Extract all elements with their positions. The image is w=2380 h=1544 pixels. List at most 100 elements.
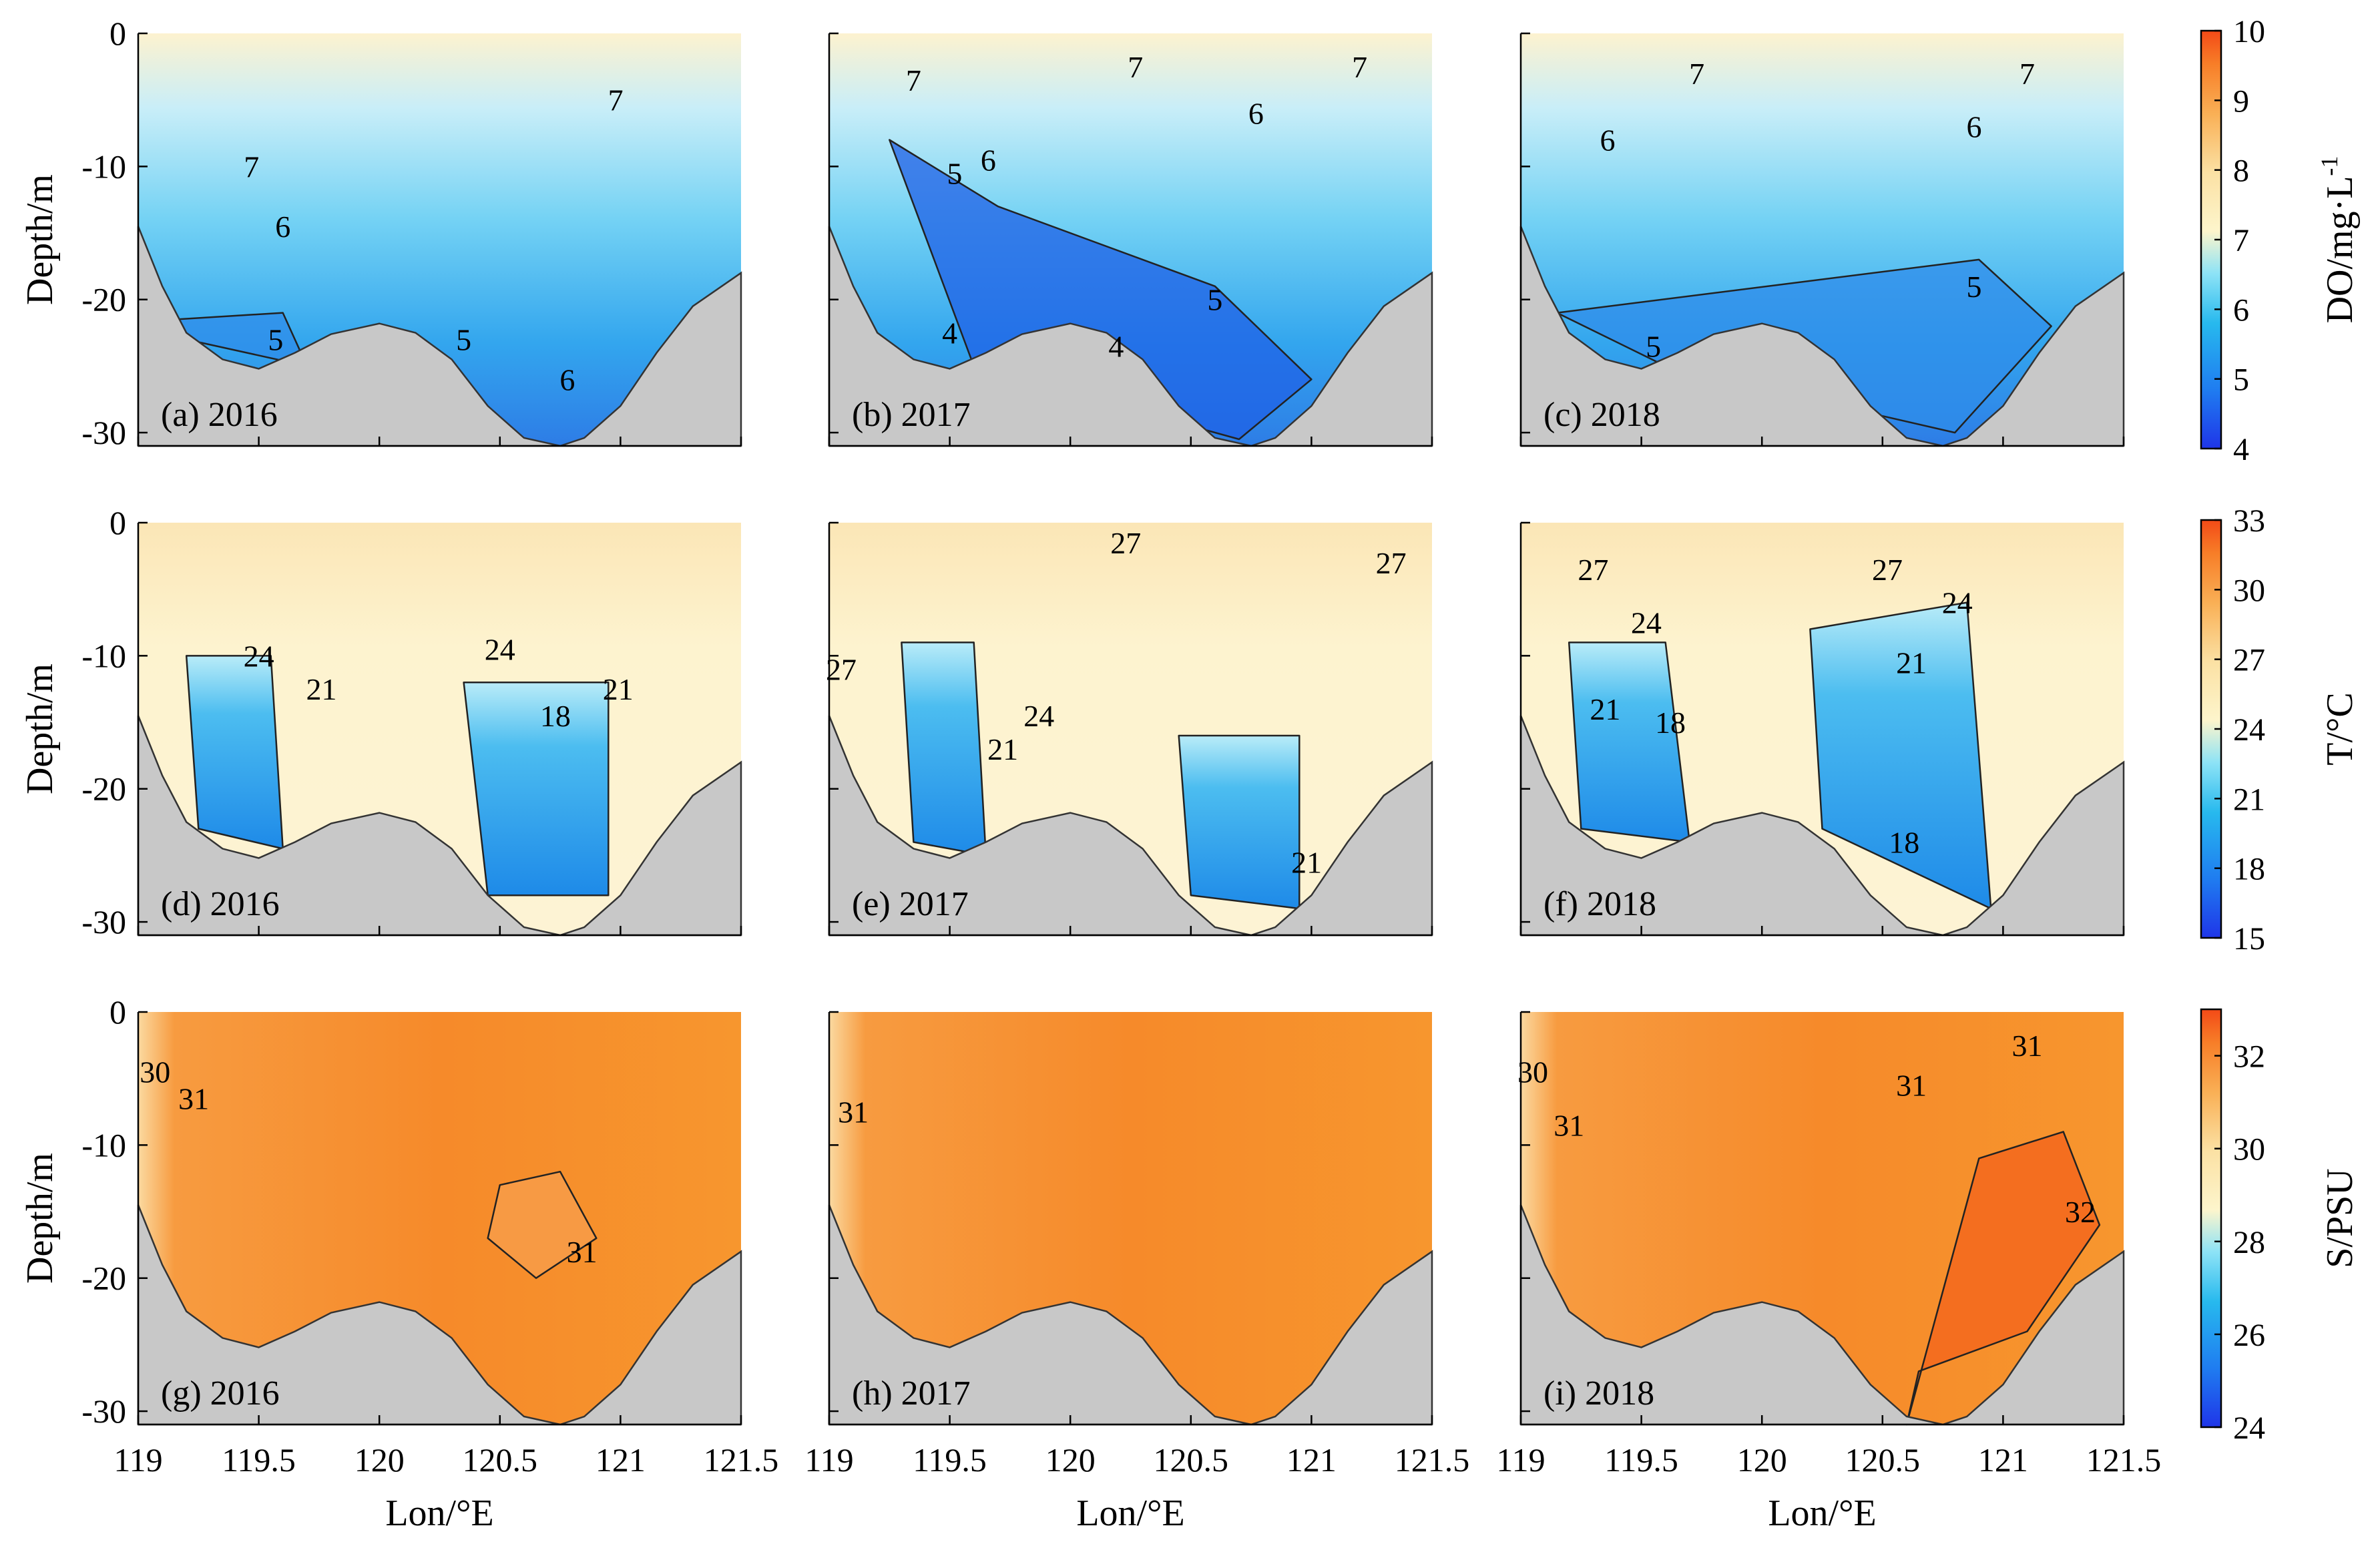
x-tick-label: 119.5 <box>222 1441 296 1479</box>
colorbar-t: 15 18 21 24 27 30 33 T/°C <box>2200 503 2361 957</box>
x-tick-label: 121 <box>596 1441 646 1479</box>
contour-label: 5 <box>1967 270 1982 304</box>
contour-label: 21 <box>1896 646 1927 680</box>
y-tick-label: -30 <box>81 903 126 941</box>
colorbar-tick-label: 24 <box>2233 1410 2265 1446</box>
contour-label: 32 <box>2065 1195 2096 1229</box>
seabed <box>137 1204 742 1426</box>
seabed <box>137 226 742 447</box>
panel-label: (d) 2016 <box>161 885 280 923</box>
y-tick-label: -30 <box>81 414 126 451</box>
contour-label: 5 <box>1207 283 1222 317</box>
contour-label: 30 <box>1517 1055 1548 1089</box>
y-tick-label: -20 <box>81 1260 126 1297</box>
cold-core <box>1178 734 1300 910</box>
x-tick-label: 120 <box>1045 1441 1096 1479</box>
colorbar-tick-label: 26 <box>2233 1318 2265 1353</box>
contour-label: 31 <box>1554 1108 1584 1142</box>
y-tick-label: -30 <box>81 1392 126 1430</box>
seabed <box>1519 715 2125 937</box>
panel-label: (e) 2017 <box>852 885 969 923</box>
colorbar-label: S/PSU <box>2319 1168 2361 1268</box>
contour-label: 6 <box>981 143 996 177</box>
contour-label: 5 <box>947 156 962 190</box>
panel-label: (b) 2017 <box>852 396 971 434</box>
colorbar-label: T/°C <box>2319 692 2361 766</box>
contour-label: 24 <box>1942 586 1973 620</box>
contour-label: 6 <box>559 362 575 397</box>
x-tick-label: 120 <box>354 1441 405 1479</box>
y-tick-label: 0 <box>109 504 126 541</box>
y-tick-label: -10 <box>81 637 126 674</box>
seabed <box>1519 1204 2125 1426</box>
panel-do-3: 7 7 6 6 5 5 (c) 2018 <box>1519 32 2125 447</box>
colorbar-tick-label: 5 <box>2233 362 2249 398</box>
contour-label: 31 <box>2012 1029 2043 1063</box>
panel-label: (g) 2016 <box>161 1374 280 1412</box>
seabed <box>828 226 1433 447</box>
contour-label: 31 <box>178 1082 209 1116</box>
contour-label: 27 <box>826 652 857 686</box>
contour-label: 27 <box>1110 526 1141 560</box>
contour-label: 24 <box>485 632 515 666</box>
x-tick-label: 120 <box>1737 1441 1787 1479</box>
x-tick-label: 121.5 <box>2086 1441 2162 1479</box>
colorbar-tick-label: 21 <box>2233 782 2265 817</box>
contour-label: 5 <box>456 323 471 357</box>
contour-label: 27 <box>1872 553 1903 587</box>
colorbar-tick-label: 30 <box>2233 1132 2265 1168</box>
contour-label: 21 <box>603 672 634 706</box>
colorbar-tick-label: 10 <box>2233 14 2265 49</box>
panel-t-1: 0 -10 -20 -30 24 21 24 21 18 (d) 2016 <box>81 504 742 941</box>
contour-label: 6 <box>1600 123 1616 157</box>
contour-label: 21 <box>306 672 337 706</box>
contour-label: 27 <box>1376 546 1407 580</box>
contour-label: 5 <box>1646 329 1661 363</box>
colorbar-label: DO/mg·L-1 <box>2316 156 2361 324</box>
colorbar-tick-label: 33 <box>2233 503 2265 539</box>
contour-label: 30 <box>140 1055 170 1089</box>
x-axis-label: Lon/°E <box>385 1493 493 1534</box>
contour-label: 7 <box>2019 57 2035 91</box>
panel-label: (i) 2018 <box>1543 1374 1654 1412</box>
y-tick-label: -20 <box>81 281 126 318</box>
contour-label: 24 <box>1023 699 1054 733</box>
colorbar-tick-label: 18 <box>2233 852 2265 887</box>
contour-label: 5 <box>268 323 283 357</box>
panel-do-2: 7 7 765 654 4(b) 2017 <box>828 32 1433 447</box>
colorbar-do: 4 5 6 7 8 9 10 DO/mg·L-1 <box>2200 14 2361 467</box>
colorbar-tick-label: 8 <box>2233 154 2249 189</box>
contour-label: 31 <box>567 1235 598 1269</box>
x-tick-label: 121.5 <box>1395 1441 1470 1479</box>
y-tick-label: -10 <box>81 1126 126 1164</box>
x-axis-label: Lon/°E <box>1076 1493 1184 1534</box>
contour-label: 27 <box>1578 553 1608 587</box>
colorbar-gradient <box>2200 1008 2222 1429</box>
seabed <box>137 715 742 937</box>
x-tick-label: 119 <box>113 1441 162 1479</box>
seabed <box>1519 226 2125 447</box>
colorbar-tick-label: 32 <box>2233 1039 2265 1075</box>
x-tick-label: 121 <box>1286 1441 1337 1479</box>
panel-label: (c) 2018 <box>1543 396 1660 434</box>
contour-label: 4 <box>1108 329 1124 363</box>
contour-label: 4 <box>942 316 957 350</box>
contour-label: 7 <box>608 83 624 117</box>
x-tick-label: 120.5 <box>463 1441 538 1479</box>
contour-label: 18 <box>540 699 571 733</box>
colorbar-tick-label: 6 <box>2233 292 2249 328</box>
colorbar-tick-label: 15 <box>2233 921 2265 957</box>
panel-label: (h) 2017 <box>852 1374 971 1412</box>
panel-label: (f) 2018 <box>1543 885 1656 923</box>
contour-label: 18 <box>1889 825 1919 859</box>
cold-core <box>463 681 610 896</box>
panel-label: (a) 2016 <box>161 396 278 434</box>
colorbar-tick-label: 4 <box>2233 432 2249 467</box>
y-tick-label: -10 <box>81 148 126 185</box>
contour-label: 6 <box>275 210 290 244</box>
cold-core <box>185 655 284 850</box>
contour-label: 7 <box>1352 50 1367 84</box>
